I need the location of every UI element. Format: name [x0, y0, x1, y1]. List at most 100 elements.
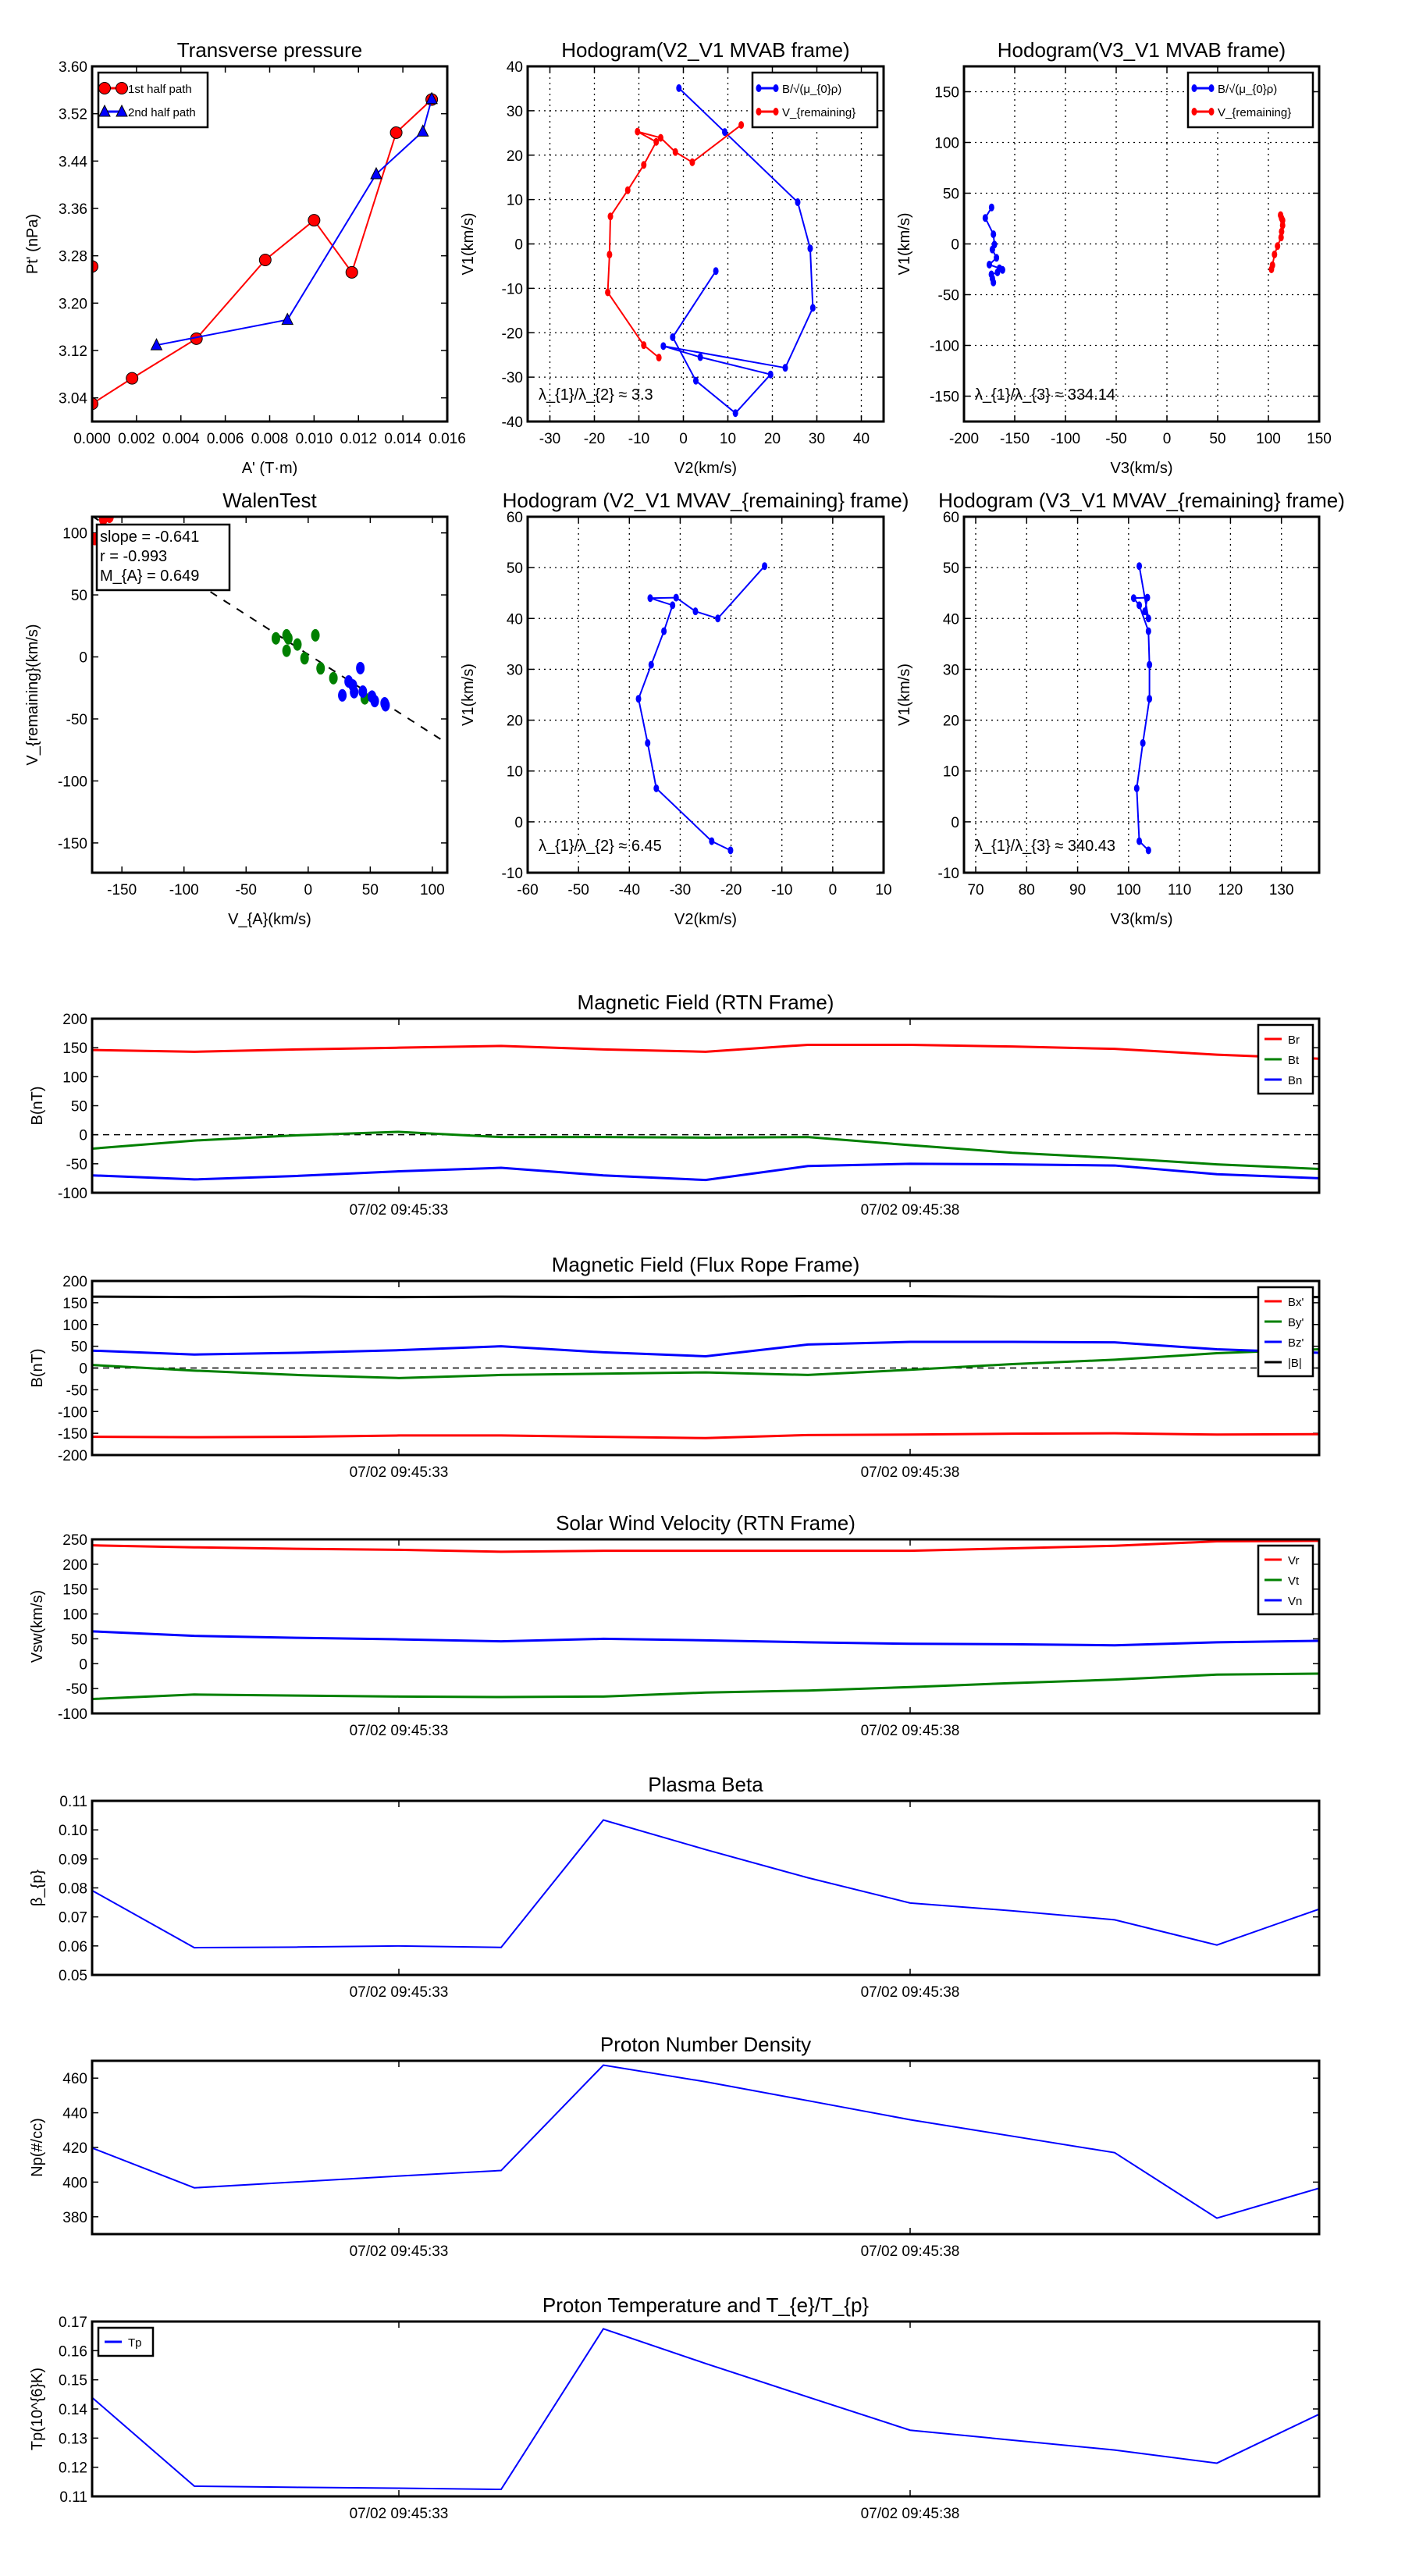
b-alfven-point: [1145, 846, 1151, 855]
y-tick-label: 0: [79, 650, 87, 667]
stats-line: M_{A} = 0.649: [100, 568, 199, 585]
y-tick-label: 420: [62, 2140, 87, 2157]
y-tick-label: 50: [71, 1631, 87, 1648]
x-tick-label: 07/02 09:45:33: [350, 1984, 449, 2001]
chart-title: Proton Temperature and T_{e}/T_{p}: [542, 2293, 870, 2317]
y-tick-label: 20: [943, 713, 959, 730]
legend-entry-bn: Bn: [1264, 1074, 1302, 1087]
axes-frame: [526, 515, 885, 874]
y-tick-label: -100: [58, 1404, 87, 1421]
walen-green-point: [271, 632, 280, 645]
y-tick-label: -10: [502, 866, 523, 882]
b-alfven-point: [732, 409, 738, 418]
x-tick-label: 70: [967, 882, 984, 898]
y-tick-label: -50: [938, 288, 959, 304]
x-tick-label: 50: [362, 882, 379, 898]
y-tick-label: -40: [502, 415, 523, 431]
b-alfven-point: [762, 562, 768, 571]
v-remaining-point: [606, 251, 613, 259]
stats-line: slope = -0.641: [100, 528, 199, 546]
x-tick-label: 07/02 09:45:38: [861, 2243, 960, 2260]
axes-frame: [91, 515, 449, 874]
walen-blue-point: [358, 685, 368, 699]
y-tick-label: 30: [507, 104, 523, 120]
y-tick-label: 0.13: [59, 2431, 87, 2447]
y-tick-label: 200: [62, 1274, 87, 1290]
y-tick-label: 0: [79, 1361, 87, 1378]
walen-green-point: [329, 671, 338, 685]
legend-entry-vn: Vn: [1264, 1595, 1302, 1608]
b-alfven-point: [1136, 601, 1143, 610]
y-tick-label: 100: [62, 1607, 87, 1624]
v-remaining-point: [624, 186, 631, 194]
x-tick-label: 20: [764, 431, 781, 447]
x-tick-label: -40: [619, 882, 640, 898]
legend-marker: [116, 82, 128, 94]
b-alfven-point: [635, 695, 642, 703]
walen-green-point: [316, 662, 325, 675]
v-remaining-point: [1278, 233, 1284, 242]
legend-label: Bx': [1288, 1296, 1304, 1309]
b-alfven-point: [727, 846, 734, 855]
y-tick-label: 400: [62, 2175, 87, 2191]
walen-green-point: [283, 632, 293, 645]
legend-label: Tp: [128, 2336, 142, 2350]
b-alfven-point: [713, 267, 719, 276]
stats-box: [95, 523, 231, 592]
walen-stats-box: slope = -0.641 r = -0.993 M_{A} = 0.649: [95, 523, 231, 592]
legend-entry-br: Br: [1264, 1034, 1300, 1047]
y-tick-label: 100: [62, 1069, 87, 1086]
axes-frame: [526, 65, 885, 423]
first-half-path-point: [345, 265, 358, 279]
legend-entry-bz-prime: Bz': [1264, 1336, 1304, 1350]
legend-marker: [1208, 84, 1215, 92]
chart-hodogram-v3-v1-mvav: Hodogram (V3_V1 MVAV_{remaining} frame) 7…: [896, 489, 1345, 928]
y-tick-label: 0.05: [59, 1968, 87, 1984]
series-line-bx-prime: [92, 1432, 1319, 1439]
y-tick-label: 3.28: [59, 249, 87, 265]
b-alfven-point: [1145, 627, 1151, 635]
b-alfven-point: [1147, 695, 1153, 703]
x-tick-label: 100: [420, 882, 445, 898]
y-tick-label: -50: [66, 1382, 87, 1399]
legend-marker: [98, 82, 111, 94]
y-axis-label: Tp(10^{6}K): [29, 2368, 46, 2450]
chart-title: Hodogram (V2_V1 MVAV_{remaining} frame): [503, 489, 909, 512]
y-tick-label: 0: [951, 237, 959, 254]
plot-marks: [92, 517, 447, 745]
x-tick-label: 10: [720, 431, 736, 447]
series-line-vn: [92, 1630, 1319, 1647]
y-tick-label: 0.12: [59, 2460, 87, 2477]
y-tick-label: 40: [507, 59, 523, 76]
x-tick-label: 07/02 09:45:38: [861, 2506, 960, 2522]
y-tick-label: -150: [58, 836, 87, 852]
b-alfven-point: [1142, 607, 1148, 616]
plot-marks: [1130, 562, 1153, 855]
x-axis-label: V2(km/s): [674, 911, 737, 928]
v-remaining-point: [738, 121, 745, 130]
y-tick-label: 10: [507, 764, 523, 781]
y-tick-label: -10: [502, 281, 523, 297]
x-tick-label: -150: [107, 882, 137, 898]
chart-hodogram-v2-v1-mvav: Hodogram (V2_V1 MVAV_{remaining} frame) -…: [460, 489, 909, 928]
y-tick-label: 0.07: [59, 1910, 87, 1927]
plot-marks: [92, 1043, 1319, 1182]
axes-frame: [962, 65, 1321, 423]
b-alfven-point: [692, 376, 699, 385]
legend-marker: [773, 108, 779, 116]
chart-plasma-beta: Plasma Beta 07/02 09:45:33 07/02 09:45:38 0…: [29, 1773, 1321, 2001]
v-remaining-point: [635, 127, 641, 136]
series-line-br: [92, 1043, 1319, 1060]
legend-label: Bt: [1288, 1054, 1300, 1067]
v-remaining-point: [605, 288, 611, 297]
chart-title: Hodogram (V3_V1 MVAV_{remaining} frame): [938, 489, 1345, 512]
legend: Br Bt Bn: [1257, 1023, 1314, 1095]
b-alfven-point: [661, 627, 667, 635]
b-alfven-point: [660, 342, 667, 350]
walen-blue-point: [350, 685, 359, 699]
b-alfven-point: [1145, 614, 1151, 623]
first-half-path-point: [389, 126, 403, 139]
legend-label: Bz': [1288, 1336, 1304, 1350]
y-tick-label: 150: [62, 1296, 87, 1312]
x-tick-label: -10: [771, 882, 792, 898]
